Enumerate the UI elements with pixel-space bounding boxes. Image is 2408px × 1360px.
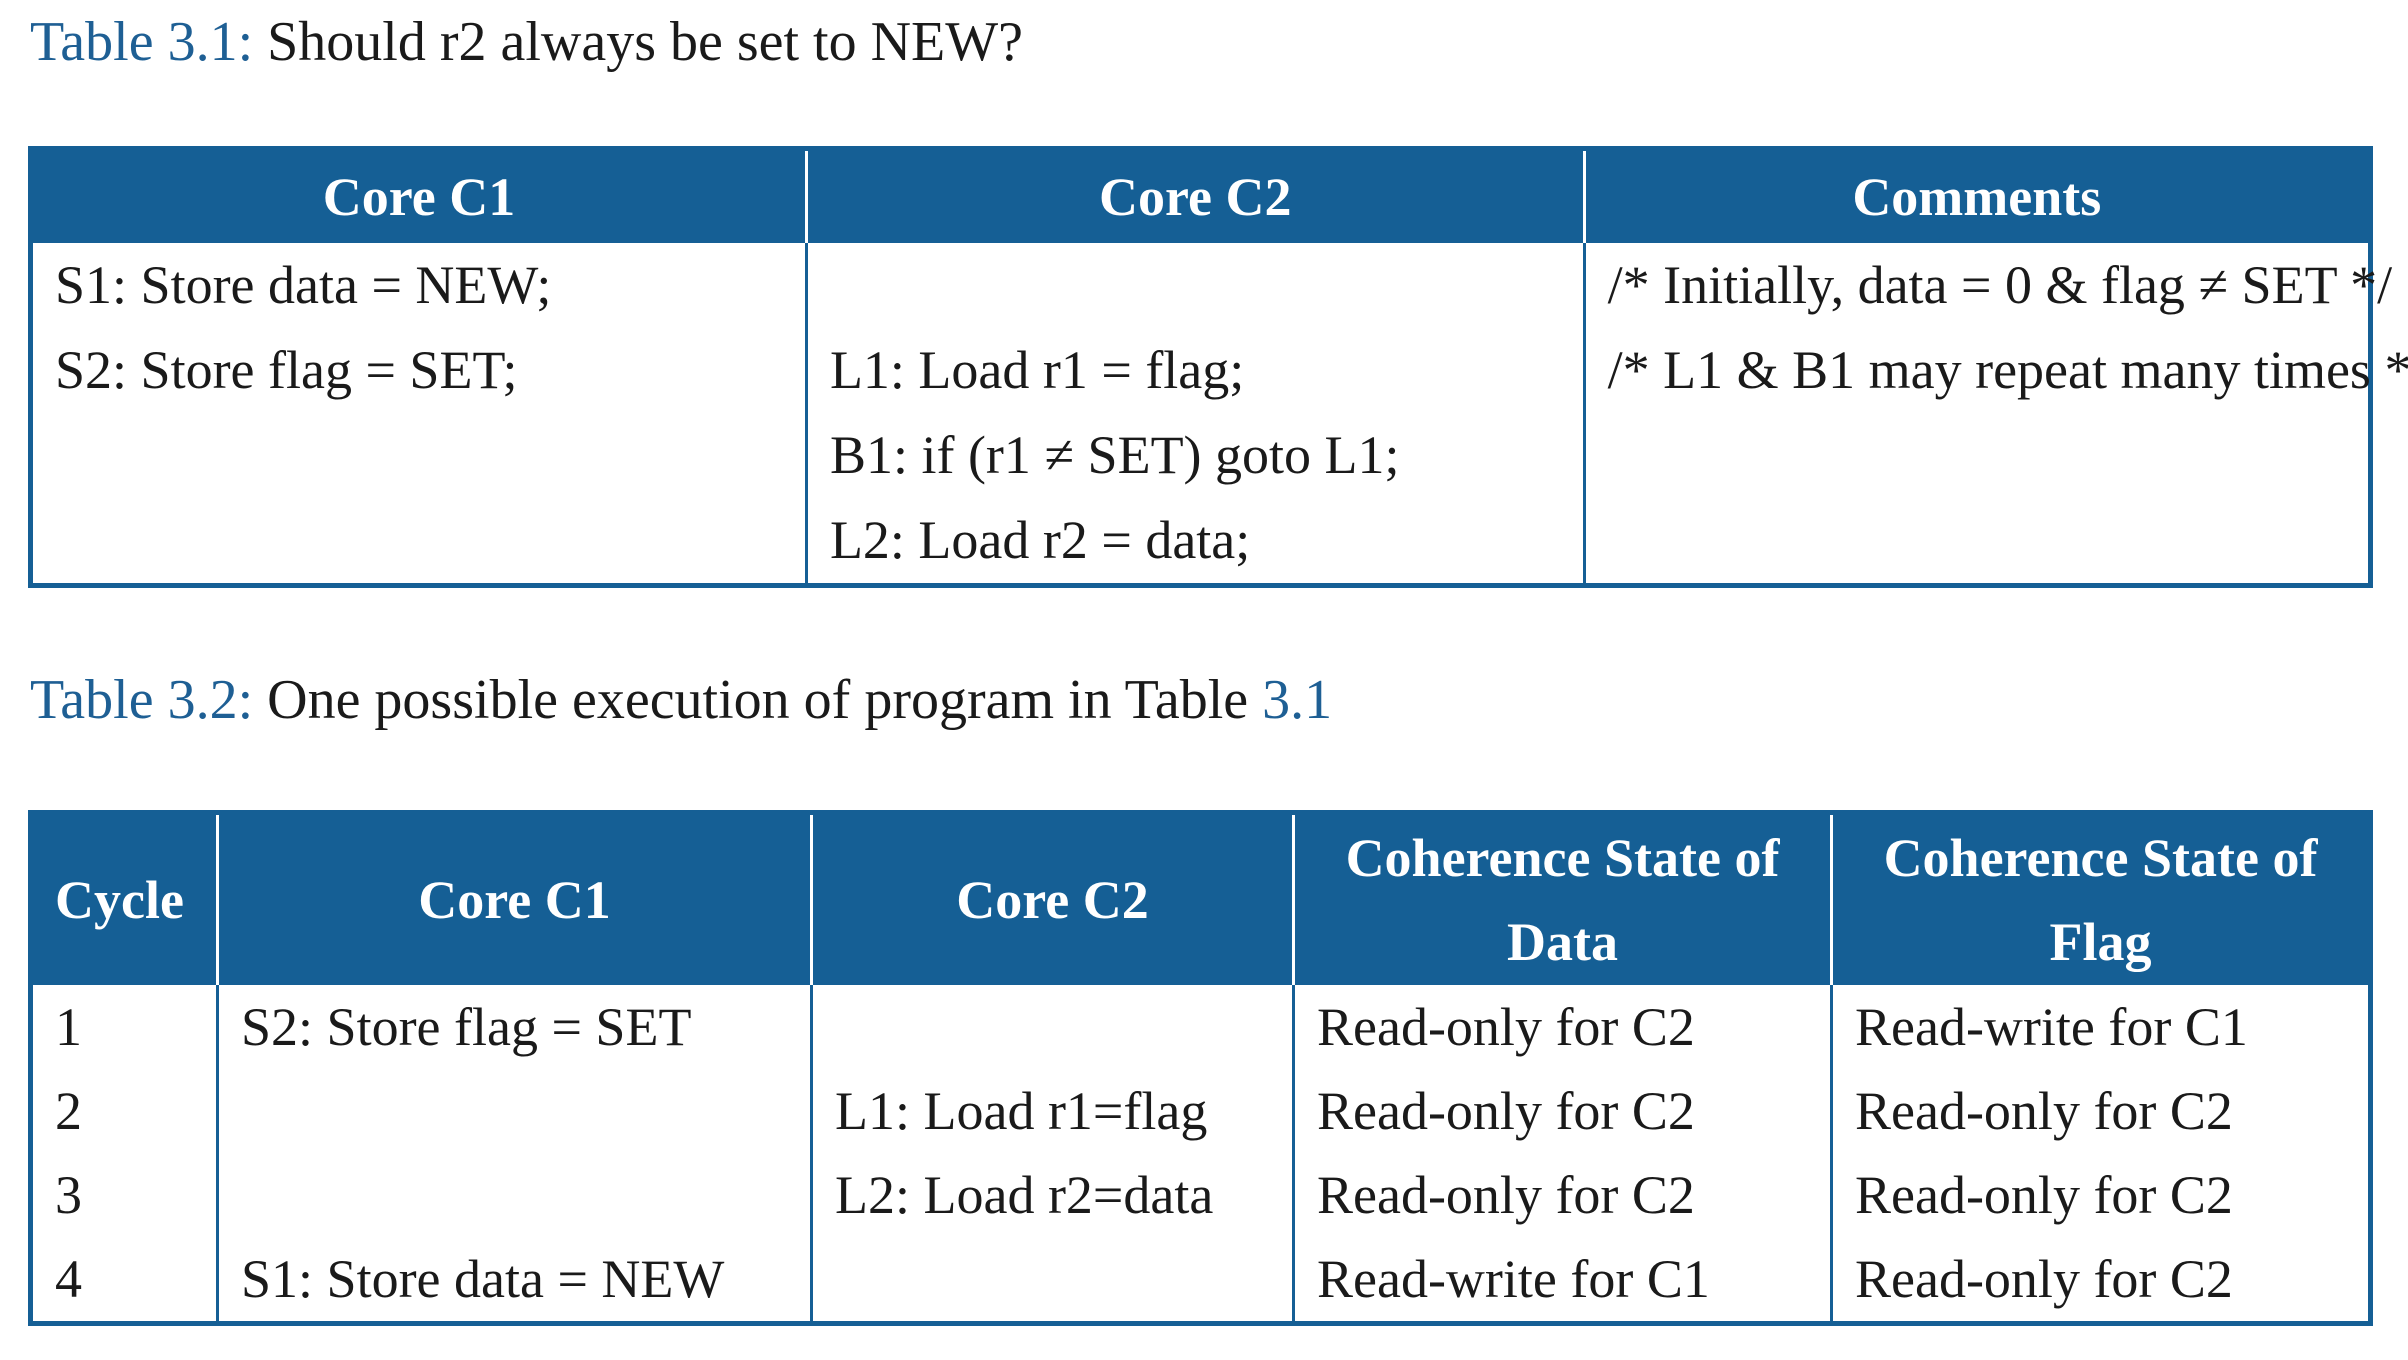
table-row: 2 L1: Load r1=flag Read-only for C2 Read… <box>30 1069 2371 1153</box>
flag-state-cell: Read-only for C2 <box>1855 1081 2233 1141</box>
flag-state-cell: Read-only for C2 <box>1855 1165 2233 1225</box>
data-state-cell: Read-only for C2 <box>1293 1153 1833 1237</box>
flag-state-cell: Read-only for C2 <box>1855 1249 2233 1309</box>
cycle-cell: 4 <box>30 1237 219 1324</box>
table-3-1-reference-link[interactable]: 3.1 <box>1262 669 1333 731</box>
header-coherence-data: Coherence State of Data <box>1293 812 1833 985</box>
table-header-row: Core C1 Core C2 Comments <box>30 148 2371 243</box>
flag-state-cell: Read-write for C1 <box>1855 997 2248 1057</box>
table-row: 4 S1: Store data = NEW Read-write for C1… <box>30 1237 2371 1324</box>
table-3-1-caption-text: Should r2 always be set to NEW? <box>267 11 1023 73</box>
core-c1-code-cell: S1: Store data = NEW; S2: Store flag = S… <box>30 243 808 586</box>
data-state-cell: Read-only for C2 <box>1293 1069 1833 1153</box>
core-c2-cell <box>811 1237 1295 1324</box>
table-row: 1 S2: Store flag = SET Read-only for C2 … <box>30 985 2371 1069</box>
core-c2-cell: L1: Load r1=flag <box>811 1069 1295 1153</box>
code-line: B1: if (r1 ≠ SET) goto L1; <box>829 425 1400 485</box>
data-state-cell: Read-write for C1 <box>1293 1237 1833 1324</box>
table-row: S1: Store data = NEW; S2: Store flag = S… <box>30 243 2408 586</box>
code-line: L1: Load r1 = flag; <box>829 340 1245 400</box>
table-3-1-caption: Table 3.1: Should r2 always be set to NE… <box>30 14 1023 70</box>
header-core-c2: Core C2 <box>806 148 1586 243</box>
table-3-2-caption-label: Table 3.2: <box>30 669 254 731</box>
header-core-c2: Core C2 <box>811 812 1295 985</box>
code-line: S1: Store data = NEW; <box>55 255 552 315</box>
core-c1-cell <box>217 1153 813 1237</box>
core-c2-code-cell: L1: Load r1 = flag; B1: if (r1 ≠ SET) go… <box>806 243 1586 586</box>
comment-line: /* Initially, data = 0 & flag ≠ SET */ <box>1607 255 2393 315</box>
table-row: 3 L2: Load r2=data Read-only for C2 Read… <box>30 1153 2371 1237</box>
table-3-2: Cycle Core C1 Core C2 Coherence State of… <box>28 810 2373 1326</box>
cycle-cell: 3 <box>30 1153 219 1237</box>
cycle-cell: 2 <box>30 1069 219 1153</box>
header-core-c1: Core C1 <box>217 812 813 985</box>
code-line: L2: Load r2 = data; <box>829 510 1251 570</box>
core-c1-cell: S2: Store flag = SET <box>217 985 813 1069</box>
header-cycle: Cycle <box>30 812 219 985</box>
table-header-row: Cycle Core C1 Core C2 Coherence State of… <box>30 812 2371 985</box>
table-3-2-caption-text: One possible execution of program in Tab… <box>267 669 1263 731</box>
table-3-1-caption-label: Table 3.1: <box>30 11 254 73</box>
core-c1-cell: S1: Store data = NEW <box>217 1237 813 1324</box>
core-c2-cell <box>811 985 1295 1069</box>
cycle-cell: 1 <box>30 985 219 1069</box>
comments-cell: /* Initially, data = 0 & flag ≠ SET */ /… <box>1584 243 2408 586</box>
table-3-2-caption: Table 3.2: One possible execution of pro… <box>30 672 1332 728</box>
core-c1-cell <box>217 1069 813 1153</box>
code-line: S2: Store flag = SET; <box>55 340 518 400</box>
header-core-c1: Core C1 <box>30 148 808 243</box>
header-comments: Comments <box>1584 148 2371 243</box>
comment-line: /* L1 & B1 may repeat many times */ <box>1607 340 2408 400</box>
core-c2-cell: L2: Load r2=data <box>811 1153 1295 1237</box>
header-coherence-flag: Coherence State of Flag <box>1831 812 2371 985</box>
table-3-1: Core C1 Core C2 Comments S1: Store data … <box>28 146 2408 588</box>
data-state-cell: Read-only for C2 <box>1293 985 1833 1069</box>
